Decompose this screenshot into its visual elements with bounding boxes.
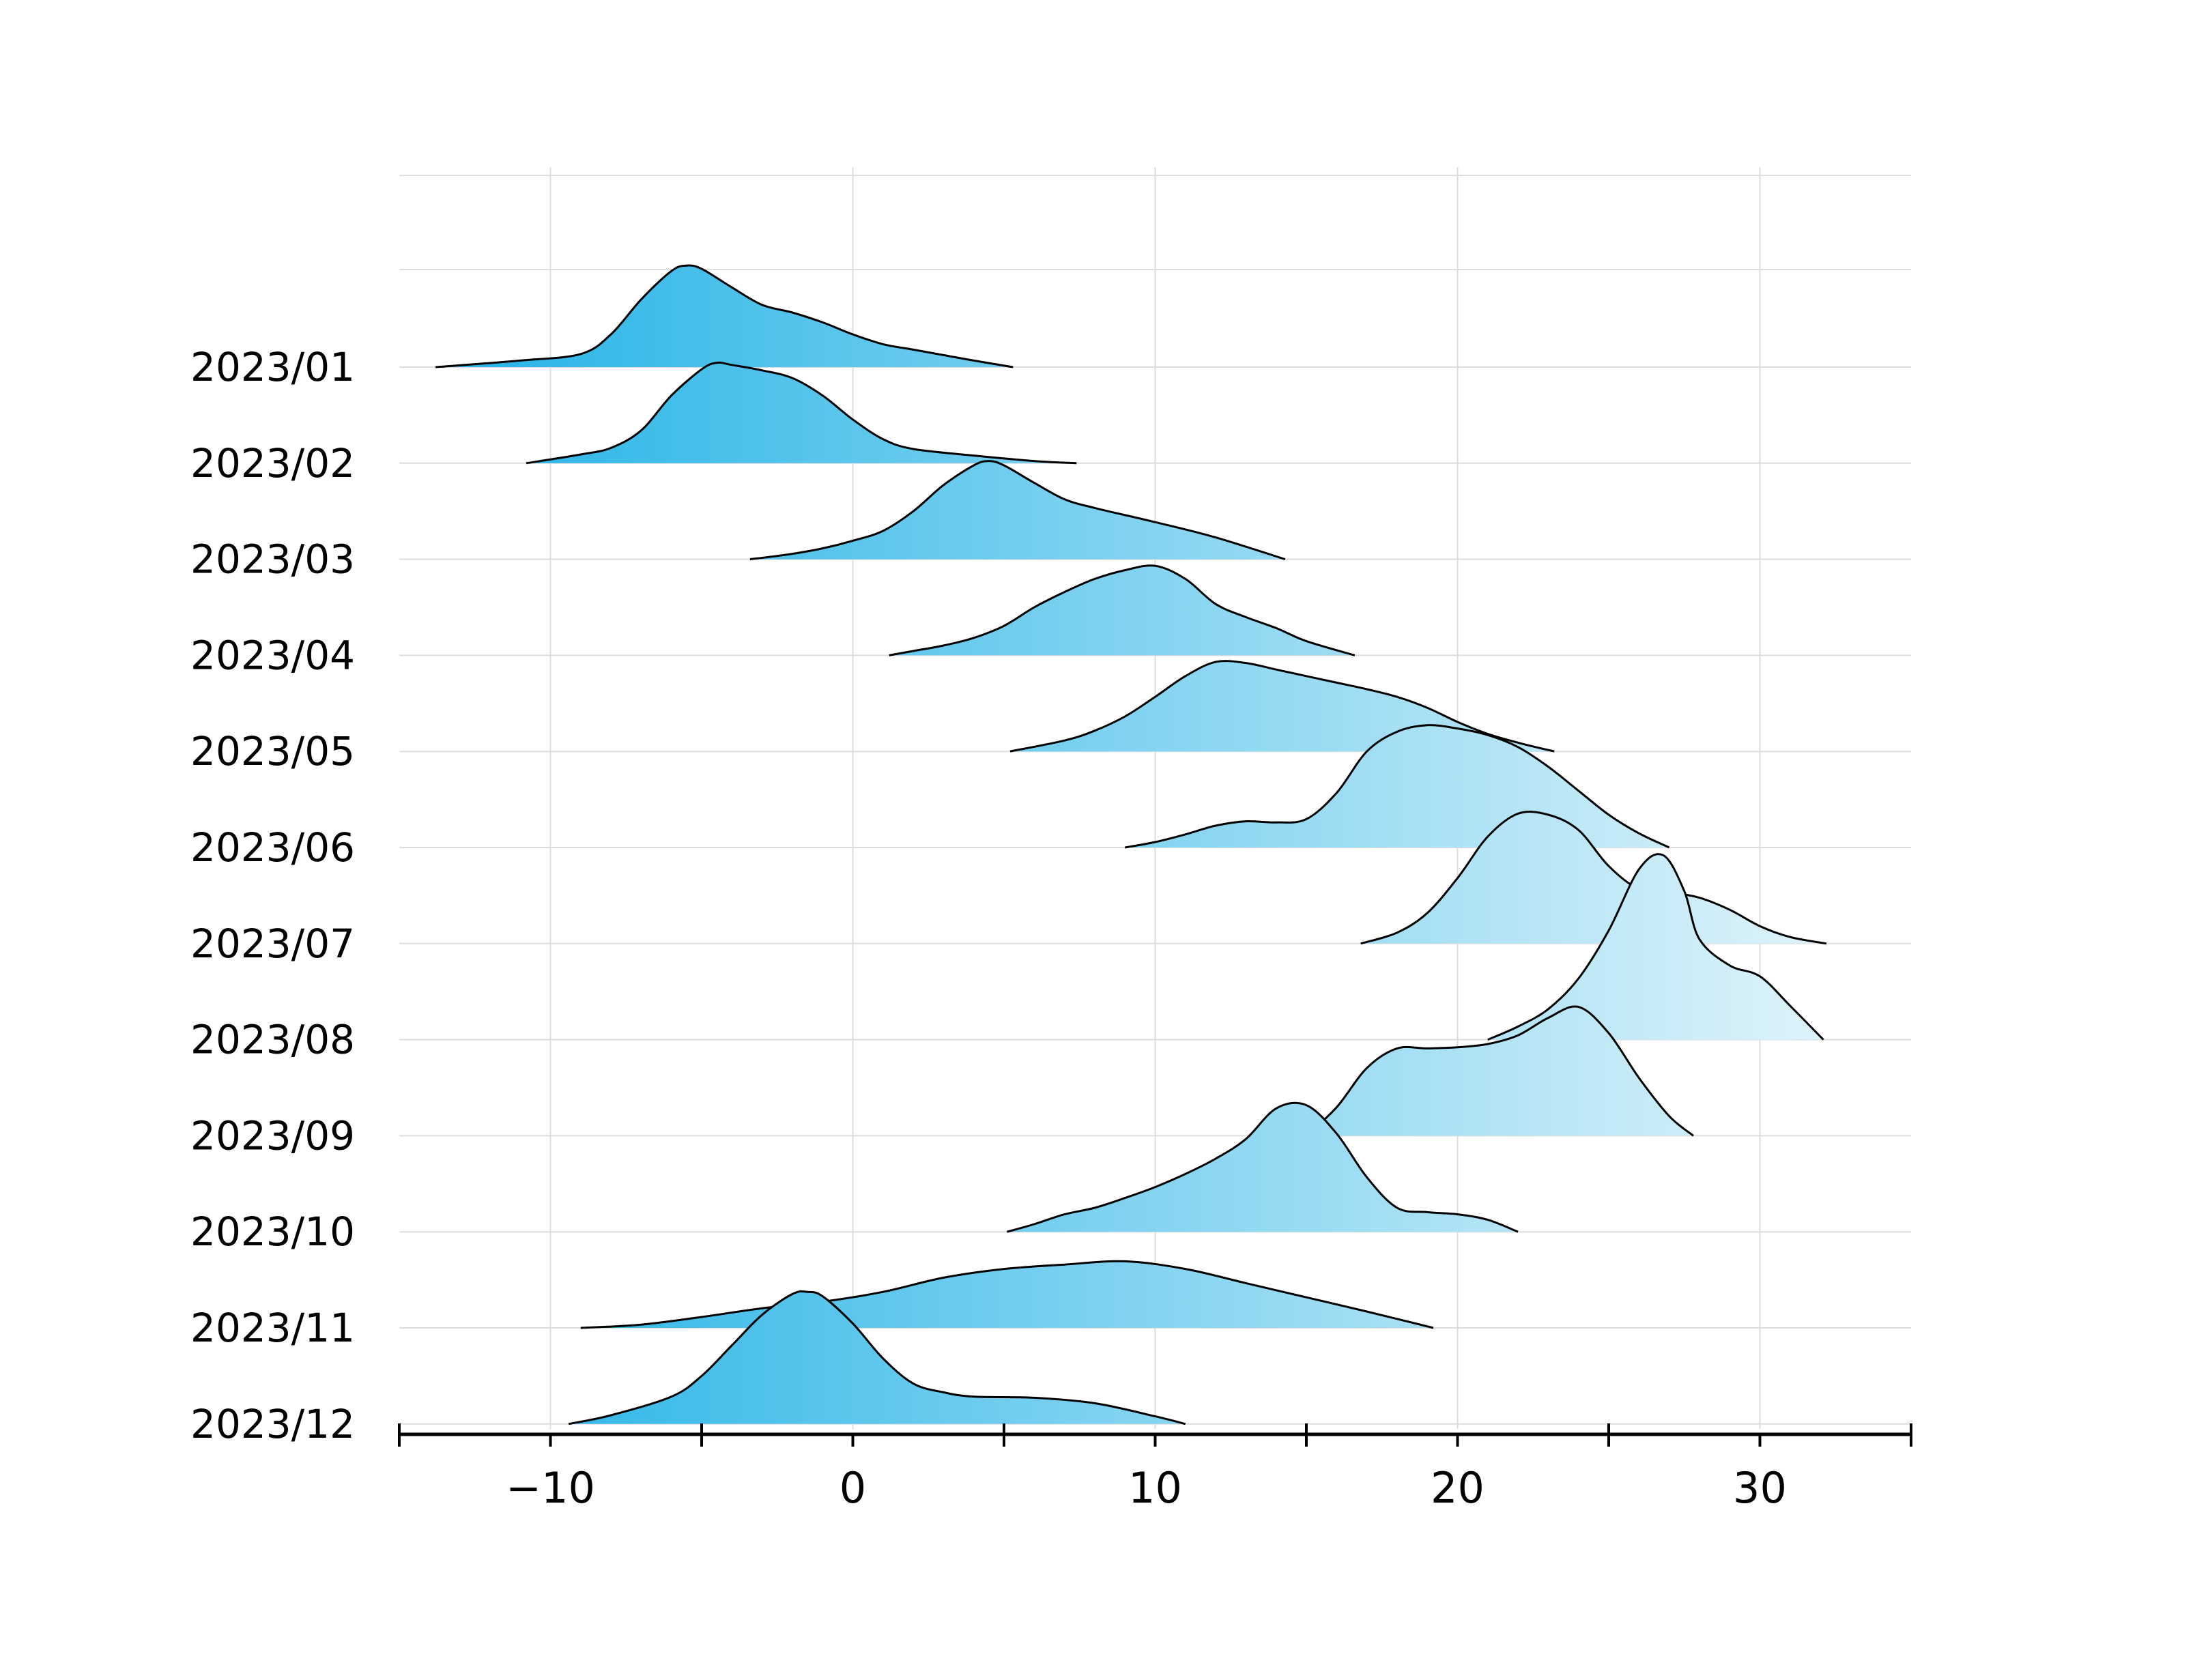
y-tick-label: 2023/04 [190, 632, 355, 678]
y-tick-label: 2023/03 [190, 536, 355, 583]
ridge-2023-01 [435, 264, 1014, 368]
ridge-area [526, 362, 1077, 463]
ridge-area [1360, 811, 1826, 944]
ridge-area [1487, 854, 1824, 1040]
ridge-2023-07 [1360, 811, 1827, 945]
ridge-outline [889, 564, 1355, 656]
ridge-2023-11 [580, 1260, 1434, 1329]
ridge-2023-08 [1487, 853, 1824, 1041]
ridge-2023-09 [1305, 1005, 1694, 1137]
ridge-outline [749, 460, 1286, 561]
ridge-2023-12 [568, 1290, 1186, 1425]
x-tick-label: 30 [1733, 1463, 1787, 1513]
y-tick-label: 2023/08 [190, 1017, 355, 1063]
x-tick-label: 0 [840, 1463, 866, 1513]
ridge-area [435, 265, 1014, 367]
ridge-area [569, 1291, 1186, 1424]
ridge-area [1007, 1103, 1519, 1232]
ridge-area [749, 461, 1285, 560]
ridge-outline [435, 264, 1014, 368]
ridge-outline [580, 1260, 1434, 1329]
y-axis-labels: 2023/01 2023/02 2023/03 2023/04 2023/05 2023/… [190, 344, 355, 1447]
ridge-outline [1360, 811, 1827, 945]
ridge-2023-04 [889, 564, 1355, 656]
y-tick-label: 2023/06 [190, 824, 355, 871]
ridge-outline [1009, 660, 1555, 753]
ridge-outline [568, 1290, 1186, 1425]
ridge-outline [1305, 1005, 1694, 1137]
y-tick-label: 2023/07 [190, 921, 355, 967]
ridge-outline [1006, 1101, 1519, 1233]
ridge-outline [526, 361, 1077, 465]
ridge-2023-02 [526, 361, 1077, 465]
x-tick-label: 10 [1128, 1463, 1182, 1513]
ridge-2023-10 [1006, 1101, 1519, 1233]
x-axis: −10 0 10 20 30 [398, 1423, 1912, 1513]
ridge-area [580, 1261, 1434, 1328]
y-tick-label: 2023/12 [190, 1401, 355, 1447]
ridge-area [1306, 1006, 1693, 1136]
y-tick-label: 2023/01 [190, 344, 355, 390]
x-tick-label: 20 [1431, 1463, 1484, 1513]
ridge-outline [1487, 853, 1824, 1041]
y-tick-label: 2023/02 [190, 440, 355, 487]
ridges [435, 264, 1827, 1425]
y-tick-label: 2023/11 [190, 1305, 355, 1351]
ridge-area [889, 565, 1355, 656]
ridge-outline [1124, 724, 1670, 849]
x-tick-label: −10 [506, 1463, 595, 1513]
y-tick-label: 2023/09 [190, 1112, 355, 1159]
y-tick-label: 2023/05 [190, 728, 355, 774]
ridge-2023-03 [749, 460, 1286, 561]
y-tick-label: 2023/10 [190, 1208, 355, 1255]
